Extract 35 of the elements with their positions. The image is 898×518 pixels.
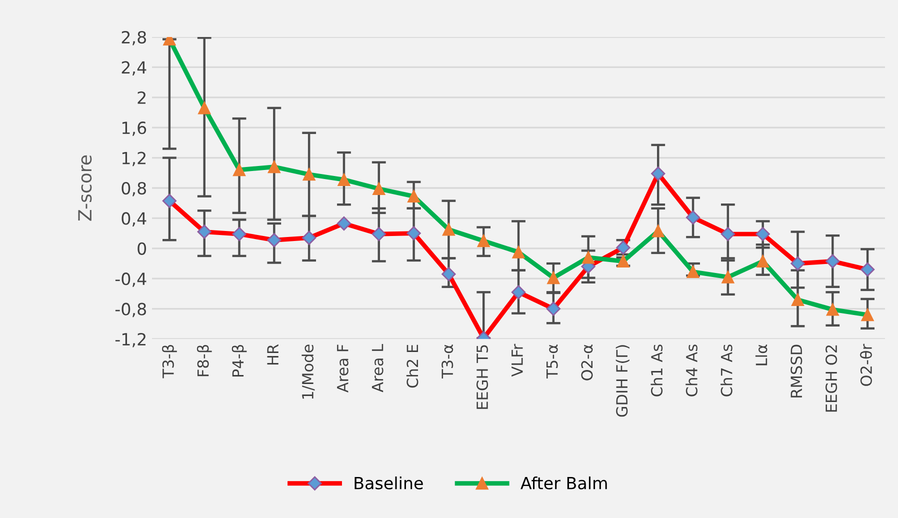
y-tick-label: -1,2 [115,332,146,348]
x-tick-label: O2-α [581,344,593,380]
y-tick-label: 0,4 [122,212,146,226]
x-tick-label: T3-α [442,344,454,379]
y-tick-label: 2,4 [122,61,146,76]
legend-label: Baseline [354,476,423,490]
x-tick-label: Ch4 As [686,344,698,396]
y-tick-label: 1,6 [122,122,146,136]
x-tick-label: Area L [372,344,384,392]
y-tick-label: 2 [138,91,146,104]
x-tick-label: GDIH F(Γ) [616,345,630,417]
x-tick-label: Ch2 E [406,344,418,388]
x-tick-label: T3-β [162,344,177,378]
x-tick-label: RMSSD [790,344,802,398]
x-tick-label: Ch1 As [650,344,663,396]
y-tick-label: 1,2 [122,152,146,166]
y-axis-title: Z-score [78,155,92,221]
y-tick-label: -0,8 [115,302,146,318]
x-tick-label: Llα [755,344,768,366]
x-tick-label: Area F [337,344,348,393]
x-tick-label: O2-θr [860,344,872,386]
x-tick-label: P4-β [232,344,247,377]
y-tick-label: 2,8 [122,30,146,46]
y-tick-label: 0 [138,242,146,255]
x-tick-label: Ch7 As [720,344,732,396]
x-tick-label: VLFr [512,344,523,377]
x-tick-label: HR [267,344,278,364]
x-tick-label: EEGH O2 [826,345,838,412]
x-tick-label: F8-β [196,344,212,376]
x-tick-label: EEGH T5 [476,345,488,409]
x-tick-label: T5-α [546,344,558,379]
x-tick-label: 1/Mode [302,344,315,399]
y-tick-label: 0,8 [122,182,146,196]
legend-label: After Balm [520,476,607,490]
y-tick-label: -0,4 [115,272,146,287]
